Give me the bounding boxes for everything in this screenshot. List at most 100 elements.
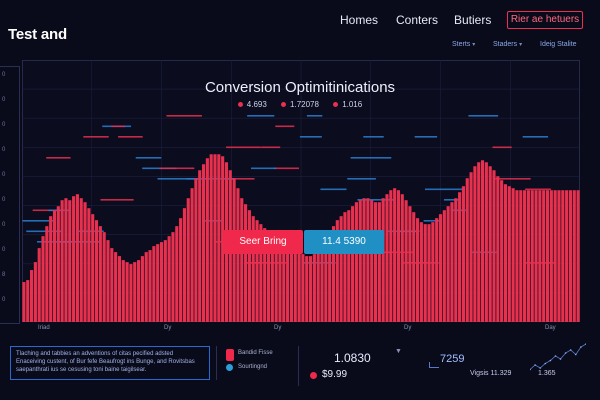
value-button[interactable]: 11.4 5390 <box>304 230 384 254</box>
bar <box>362 198 366 322</box>
bar <box>480 160 485 322</box>
nav-butiers[interactable]: Butiers <box>454 13 492 27</box>
bar <box>156 244 160 322</box>
bar <box>49 216 53 322</box>
y-tick-label: 0 <box>2 72 6 78</box>
bar <box>370 200 374 322</box>
bar <box>83 202 87 322</box>
bar <box>400 194 404 322</box>
bar <box>542 190 546 322</box>
timeline-segment <box>261 146 281 149</box>
legend-label: Sourtingnd <box>238 364 268 370</box>
bar <box>129 264 133 322</box>
bar <box>33 262 37 322</box>
legend-row: Sourtingnd <box>226 363 273 371</box>
bar <box>148 250 152 322</box>
bar <box>492 170 496 322</box>
sparkline-point <box>534 364 536 366</box>
bar <box>255 220 259 322</box>
bar <box>251 216 255 322</box>
timeline-segment <box>46 157 71 159</box>
bar <box>576 190 580 322</box>
nav-conters[interactable]: Conters <box>396 13 439 27</box>
timeline-segment <box>414 136 438 138</box>
bar <box>289 248 294 322</box>
legend-label: 4.693 <box>246 100 267 109</box>
bar <box>557 190 561 322</box>
bar <box>64 198 68 322</box>
nav-homes[interactable]: Homes <box>340 13 379 27</box>
bar <box>308 256 313 322</box>
timeline-segment <box>492 146 512 149</box>
timeline-segment <box>135 157 162 159</box>
timeline-segment <box>299 136 322 138</box>
dropdown-ideig-stalite[interactable]: Ideig Stalite <box>540 41 577 48</box>
bar <box>454 198 458 322</box>
bar <box>450 202 454 322</box>
chevron-down-icon[interactable]: ▼ <box>395 348 402 355</box>
timeline-segment <box>443 199 461 201</box>
trend-icon <box>429 362 439 368</box>
bar <box>29 270 34 322</box>
red-dot-icon <box>310 372 317 379</box>
bar <box>530 190 534 322</box>
bar <box>45 226 49 322</box>
bar <box>477 162 481 322</box>
sparkline-point <box>575 353 577 356</box>
timeline-segment <box>111 125 126 128</box>
legend-item: 1.016 <box>333 100 362 109</box>
bar <box>270 234 274 322</box>
timeline-segment <box>247 262 287 264</box>
bar <box>79 198 83 322</box>
bar <box>182 208 186 322</box>
legend-item: 4.693 <box>237 100 267 109</box>
bar <box>114 252 118 322</box>
bar <box>393 188 397 322</box>
dropdown-label: Sterts <box>452 41 471 48</box>
y-tick-label: 0 <box>2 197 6 203</box>
bar <box>553 190 557 322</box>
bar <box>446 206 450 322</box>
x-label: Day <box>545 325 556 331</box>
y-tick-label: 0 <box>2 222 6 228</box>
legend-label: 1.72078 <box>290 100 319 109</box>
bar <box>373 202 378 322</box>
timeline-segment <box>350 157 392 159</box>
bar <box>201 164 206 322</box>
bar <box>106 240 110 322</box>
bar <box>217 154 221 322</box>
bar <box>41 236 45 322</box>
y-tick-label: 0 <box>2 172 6 178</box>
bar <box>503 184 508 322</box>
bar <box>339 216 343 322</box>
left-axis: 0 0 0 0 0 0 0 0 8 0 <box>0 66 20 322</box>
bar <box>56 206 60 322</box>
metric-value: 7259 <box>440 353 465 365</box>
dropdown-staders[interactable]: Staders ▾ <box>493 41 522 48</box>
bar <box>343 212 347 322</box>
bar <box>60 200 64 322</box>
brand-logo-text[interactable]: Test and <box>8 26 67 43</box>
bar <box>179 218 183 322</box>
legend-dot-icon <box>237 102 243 108</box>
bar <box>198 170 202 322</box>
bar <box>465 178 469 322</box>
x-label: Dy <box>404 325 412 331</box>
timeline-segment <box>166 115 202 117</box>
stat-sub-value: $9.99 <box>322 369 348 380</box>
bar <box>125 262 129 322</box>
chevron-down-icon: ▾ <box>519 42 523 48</box>
bar <box>140 256 144 322</box>
bar <box>515 190 519 322</box>
note-line: saepanthrati ius se cesusing toni baine … <box>16 367 147 373</box>
sparkline-point <box>530 368 531 371</box>
bar <box>286 244 290 322</box>
bar <box>431 222 435 322</box>
timeline-segment <box>306 115 323 117</box>
cta-button[interactable]: Rier ae hetuers <box>507 11 583 29</box>
sparkline-point <box>585 343 586 345</box>
seer-bring-button[interactable]: Seer Bring <box>223 230 303 254</box>
timeline-segment <box>525 188 551 191</box>
bar <box>427 224 431 322</box>
dropdown-sterts[interactable]: Sterts ▾ <box>452 41 475 48</box>
